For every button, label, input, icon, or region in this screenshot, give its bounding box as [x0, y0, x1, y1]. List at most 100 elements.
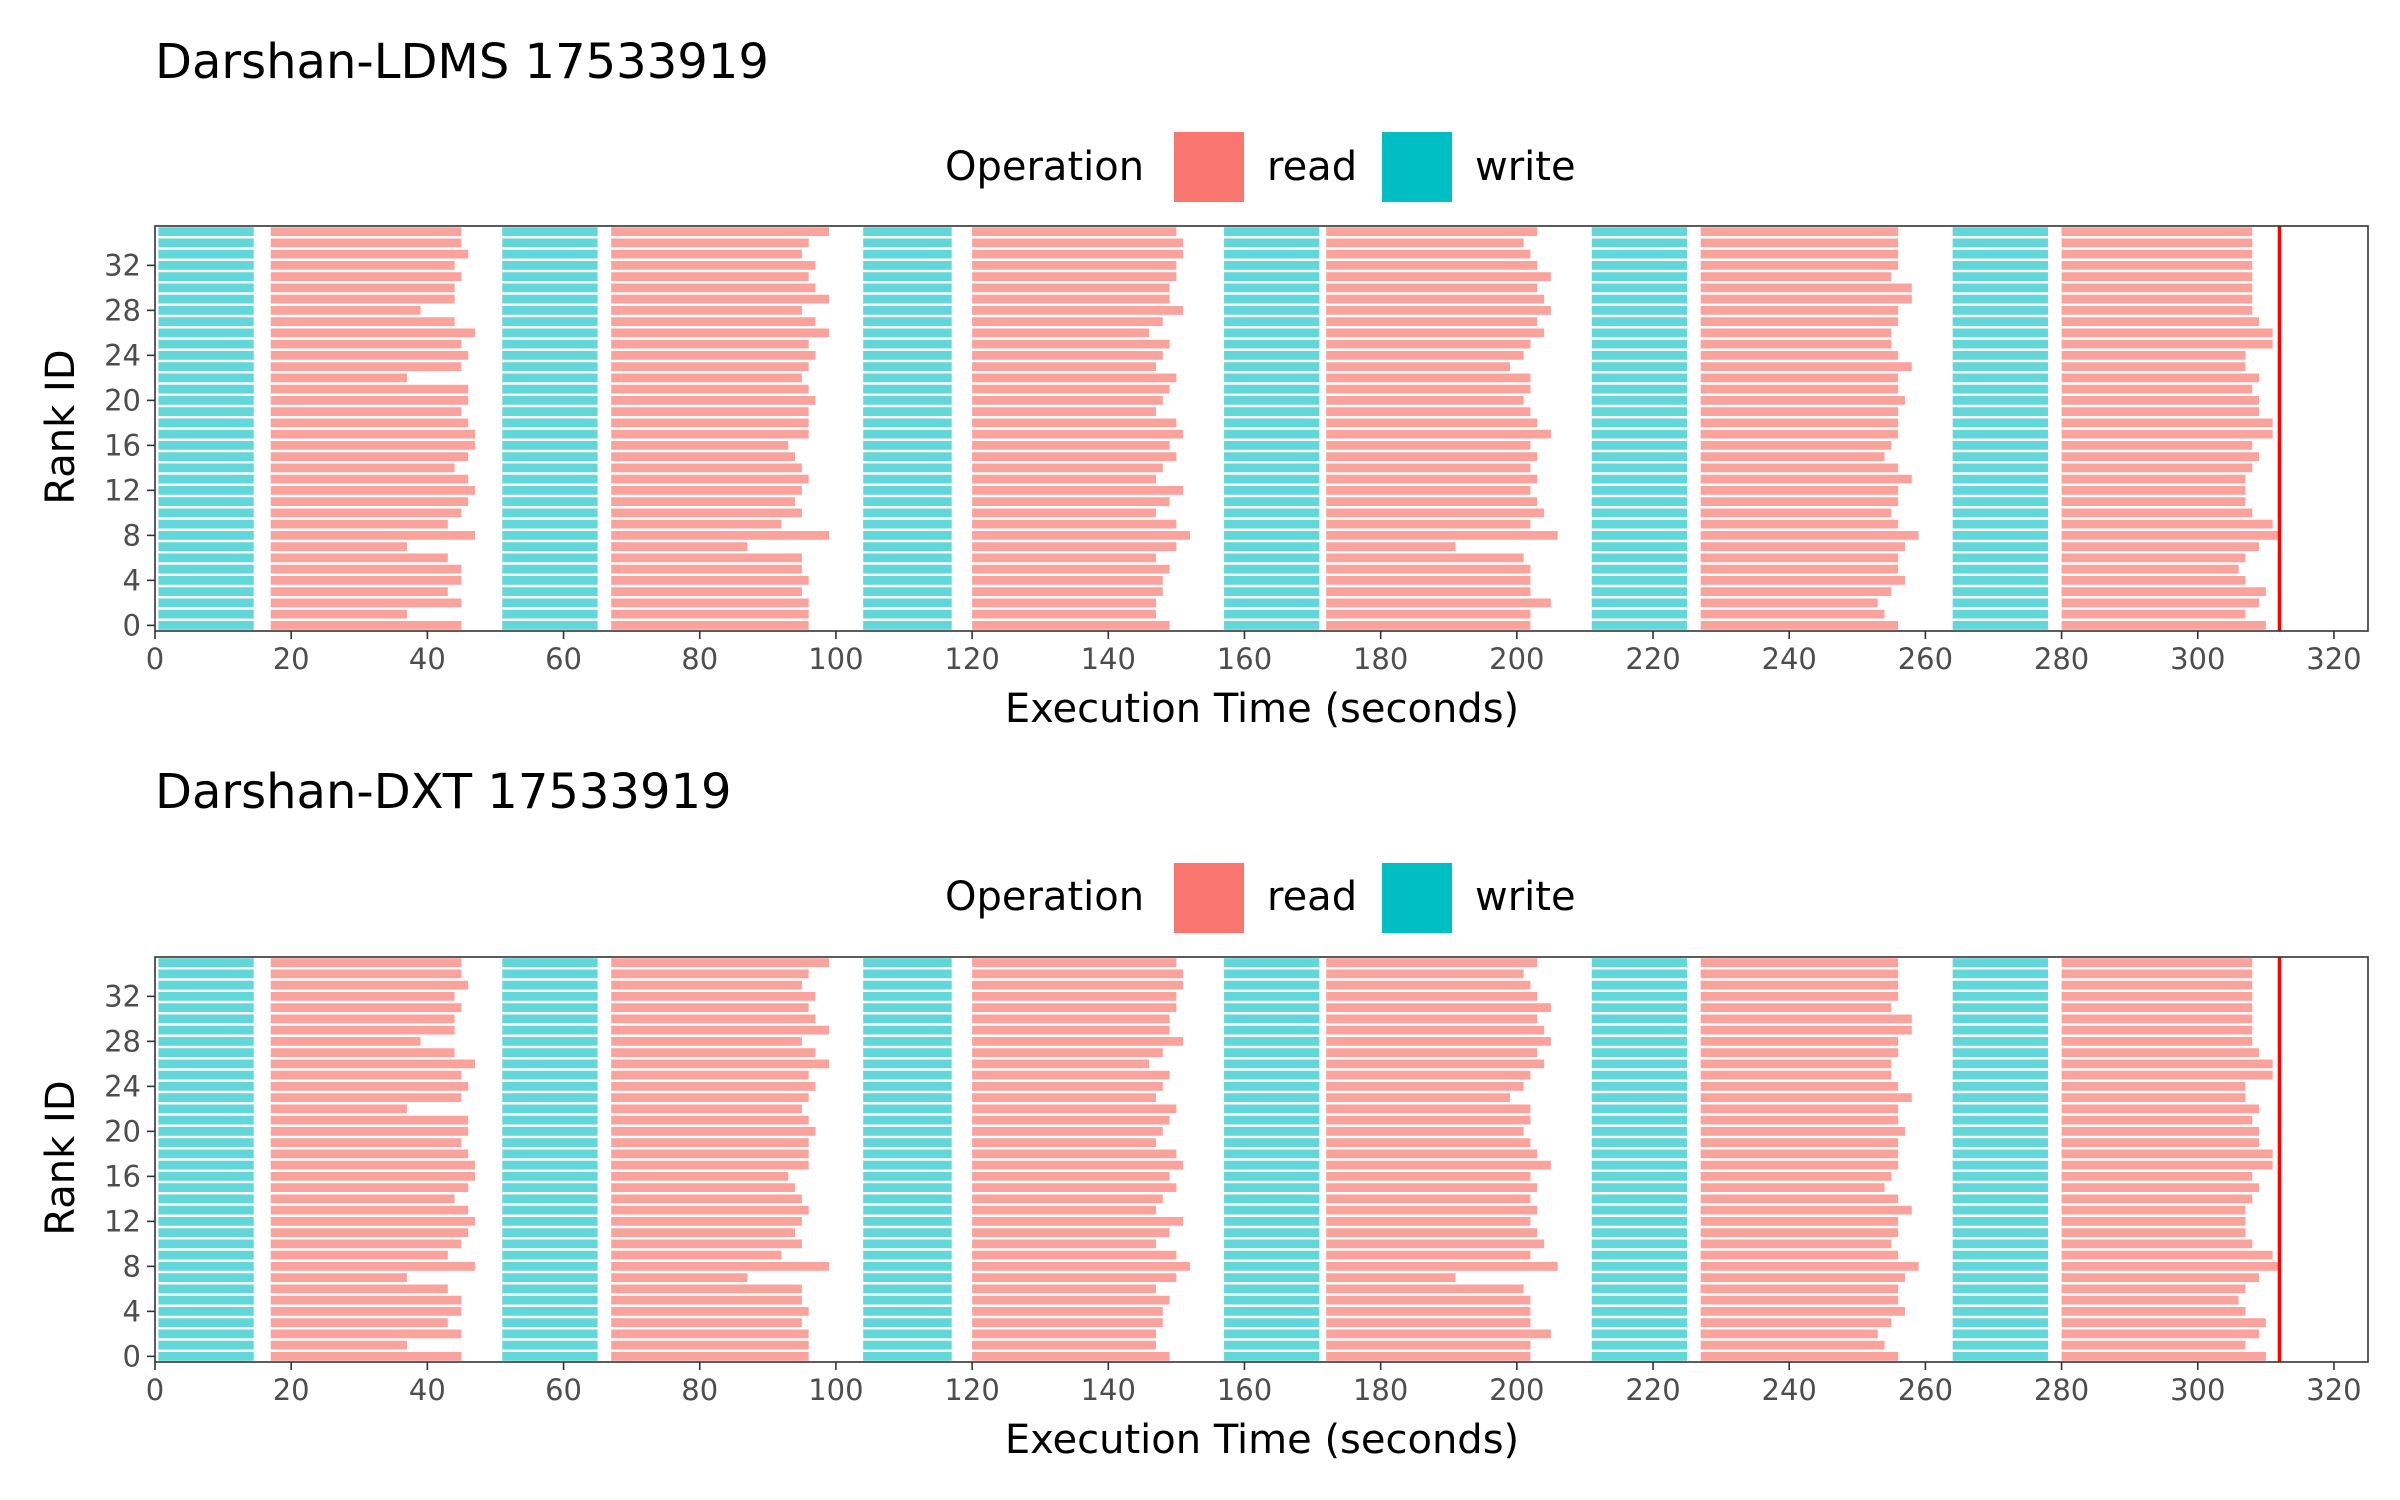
read-bar — [2061, 598, 2260, 608]
read-bar — [1700, 575, 1905, 585]
x-tick-label: 0 — [146, 642, 164, 676]
write-bar — [502, 440, 598, 450]
write-bar — [1952, 485, 2048, 495]
write-bar — [1952, 519, 2048, 529]
write-bar — [1952, 1284, 2048, 1294]
write-bar — [1591, 1261, 1688, 1271]
write-bar — [863, 362, 952, 372]
read-bar — [270, 991, 455, 1001]
read-bar — [1700, 1250, 1899, 1260]
read-bar — [1326, 564, 1531, 574]
write-bar — [1952, 1228, 2048, 1238]
read-bar — [1326, 440, 1531, 450]
read-bar — [611, 1126, 816, 1136]
read-bar — [972, 1306, 1163, 1316]
read-bar — [972, 620, 1170, 630]
read-bar — [1700, 553, 1899, 563]
write-bar — [158, 497, 254, 507]
write-bar — [863, 249, 952, 259]
read-bar — [2061, 1093, 2246, 1103]
x-tick-label: 260 — [1898, 642, 1953, 676]
read-bar — [611, 249, 802, 259]
write-bar — [1224, 519, 1320, 529]
read-bar — [2061, 283, 2253, 293]
read-bar — [1700, 1329, 1878, 1339]
write-bar — [1591, 339, 1688, 349]
read-bar — [611, 1025, 830, 1035]
write-bar — [1952, 598, 2048, 608]
write-bar — [1952, 227, 2048, 237]
write-bar — [1591, 519, 1688, 529]
write-bar — [1591, 587, 1688, 597]
write-bar — [1952, 350, 2048, 360]
x-tick-label: 220 — [1625, 1373, 1680, 1407]
write-bar — [863, 1093, 952, 1103]
read-bar — [270, 317, 455, 327]
read-bar — [1700, 1239, 1892, 1249]
write-bar — [158, 272, 254, 282]
write-bar — [502, 1306, 598, 1316]
read-bar — [611, 1048, 816, 1058]
read-bar — [611, 991, 816, 1001]
write-bar — [1952, 1093, 2048, 1103]
read-bar — [2061, 418, 2273, 428]
y-tick-label: 16 — [104, 428, 141, 462]
write-bar — [1591, 1025, 1688, 1035]
write-bar — [1591, 1329, 1688, 1339]
write-bar — [1952, 418, 2048, 428]
write-bar — [1224, 1081, 1320, 1091]
read-bar — [270, 260, 455, 270]
read-bar — [2061, 1295, 2239, 1305]
read-bar — [1326, 609, 1531, 619]
write-bar — [502, 1171, 598, 1181]
read-bar — [972, 1284, 1156, 1294]
write-bar — [863, 575, 952, 585]
read-bar — [2061, 339, 2273, 349]
write-bar — [1952, 339, 2048, 349]
write-bar — [1224, 418, 1320, 428]
y-tick-label: 20 — [104, 1114, 141, 1148]
write-bar — [158, 418, 254, 428]
y-tick-label: 32 — [104, 248, 141, 282]
read-bar — [270, 497, 469, 507]
write-bar — [1591, 272, 1688, 282]
read-bar — [2061, 991, 2253, 1001]
read-bar — [611, 350, 816, 360]
legend: Operation read write — [945, 863, 1576, 933]
write-bar — [1591, 1126, 1688, 1136]
write-bar — [1224, 350, 1320, 360]
read-bar — [1700, 508, 1892, 518]
read-bar — [270, 620, 462, 630]
write-bar — [863, 452, 952, 462]
write-bar — [1952, 1183, 2048, 1193]
read-bar — [972, 227, 1177, 237]
write-bar — [1224, 542, 1320, 552]
read-bar — [611, 373, 802, 383]
write-bar — [502, 1216, 598, 1226]
write-bar — [502, 1284, 598, 1294]
read-bar — [972, 350, 1163, 360]
read-bar — [611, 485, 802, 495]
x-tick-label: 60 — [545, 1373, 582, 1407]
write-bar — [863, 1036, 952, 1046]
read-bar — [2061, 1048, 2260, 1058]
read-bar — [611, 564, 802, 574]
write-bar — [863, 564, 952, 574]
write-bar — [1224, 1261, 1320, 1271]
read-bar — [270, 339, 462, 349]
write-bar — [1224, 1273, 1320, 1283]
write-bar — [502, 958, 598, 968]
read-bar — [1700, 350, 1899, 360]
write-bar — [158, 317, 254, 327]
write-bar — [158, 1014, 254, 1024]
write-bar — [502, 1228, 598, 1238]
write-bar — [863, 238, 952, 248]
read-bar — [611, 1081, 816, 1091]
read-bar — [1326, 1273, 1456, 1283]
plot-area — [154, 956, 2369, 1363]
write-bar — [1224, 508, 1320, 518]
read-bar — [611, 958, 830, 968]
read-bar — [972, 958, 1177, 968]
write-bar — [1591, 1003, 1688, 1013]
read-bar — [2061, 980, 2253, 990]
